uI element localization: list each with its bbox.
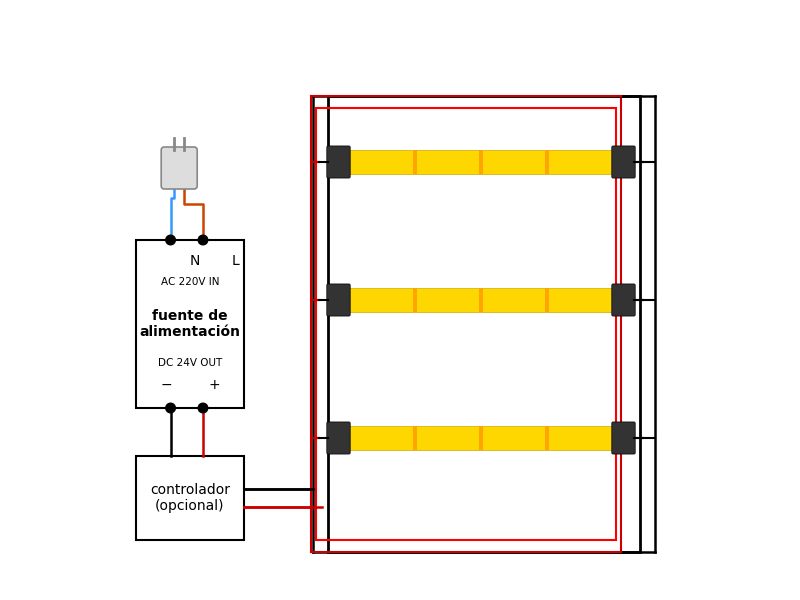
Circle shape (166, 235, 175, 245)
FancyBboxPatch shape (327, 146, 350, 178)
Text: N: N (190, 254, 200, 268)
FancyBboxPatch shape (612, 422, 635, 454)
Bar (349, 287, 613, 313)
FancyBboxPatch shape (612, 284, 635, 316)
FancyBboxPatch shape (612, 146, 635, 178)
FancyBboxPatch shape (161, 147, 197, 189)
Bar (343, 434, 619, 442)
Bar (328, 96, 640, 552)
Bar (546, 287, 549, 313)
Text: DC 24V OUT: DC 24V OUT (158, 358, 222, 368)
FancyBboxPatch shape (327, 422, 350, 454)
Circle shape (198, 235, 208, 245)
FancyBboxPatch shape (327, 284, 350, 316)
Bar (136, 456, 244, 540)
Text: −: − (160, 378, 172, 392)
Bar (136, 240, 244, 408)
Circle shape (198, 403, 208, 413)
Text: fuente de
alimentación: fuente de alimentación (139, 309, 241, 339)
Text: controlador
(opcional): controlador (opcional) (150, 483, 230, 513)
Bar (413, 425, 417, 451)
Bar (343, 158, 619, 166)
Bar (349, 149, 613, 175)
Bar (413, 287, 417, 313)
Text: L: L (232, 254, 240, 268)
Bar (479, 287, 483, 313)
Bar (546, 149, 549, 175)
Bar (413, 149, 417, 175)
Bar (349, 425, 613, 451)
Bar (479, 425, 483, 451)
Bar (546, 425, 549, 451)
Bar (316, 108, 616, 540)
Text: AC 220V IN: AC 220V IN (161, 277, 219, 287)
Circle shape (166, 403, 175, 413)
Bar (479, 149, 483, 175)
Bar (343, 296, 619, 304)
Text: +: + (208, 378, 220, 392)
